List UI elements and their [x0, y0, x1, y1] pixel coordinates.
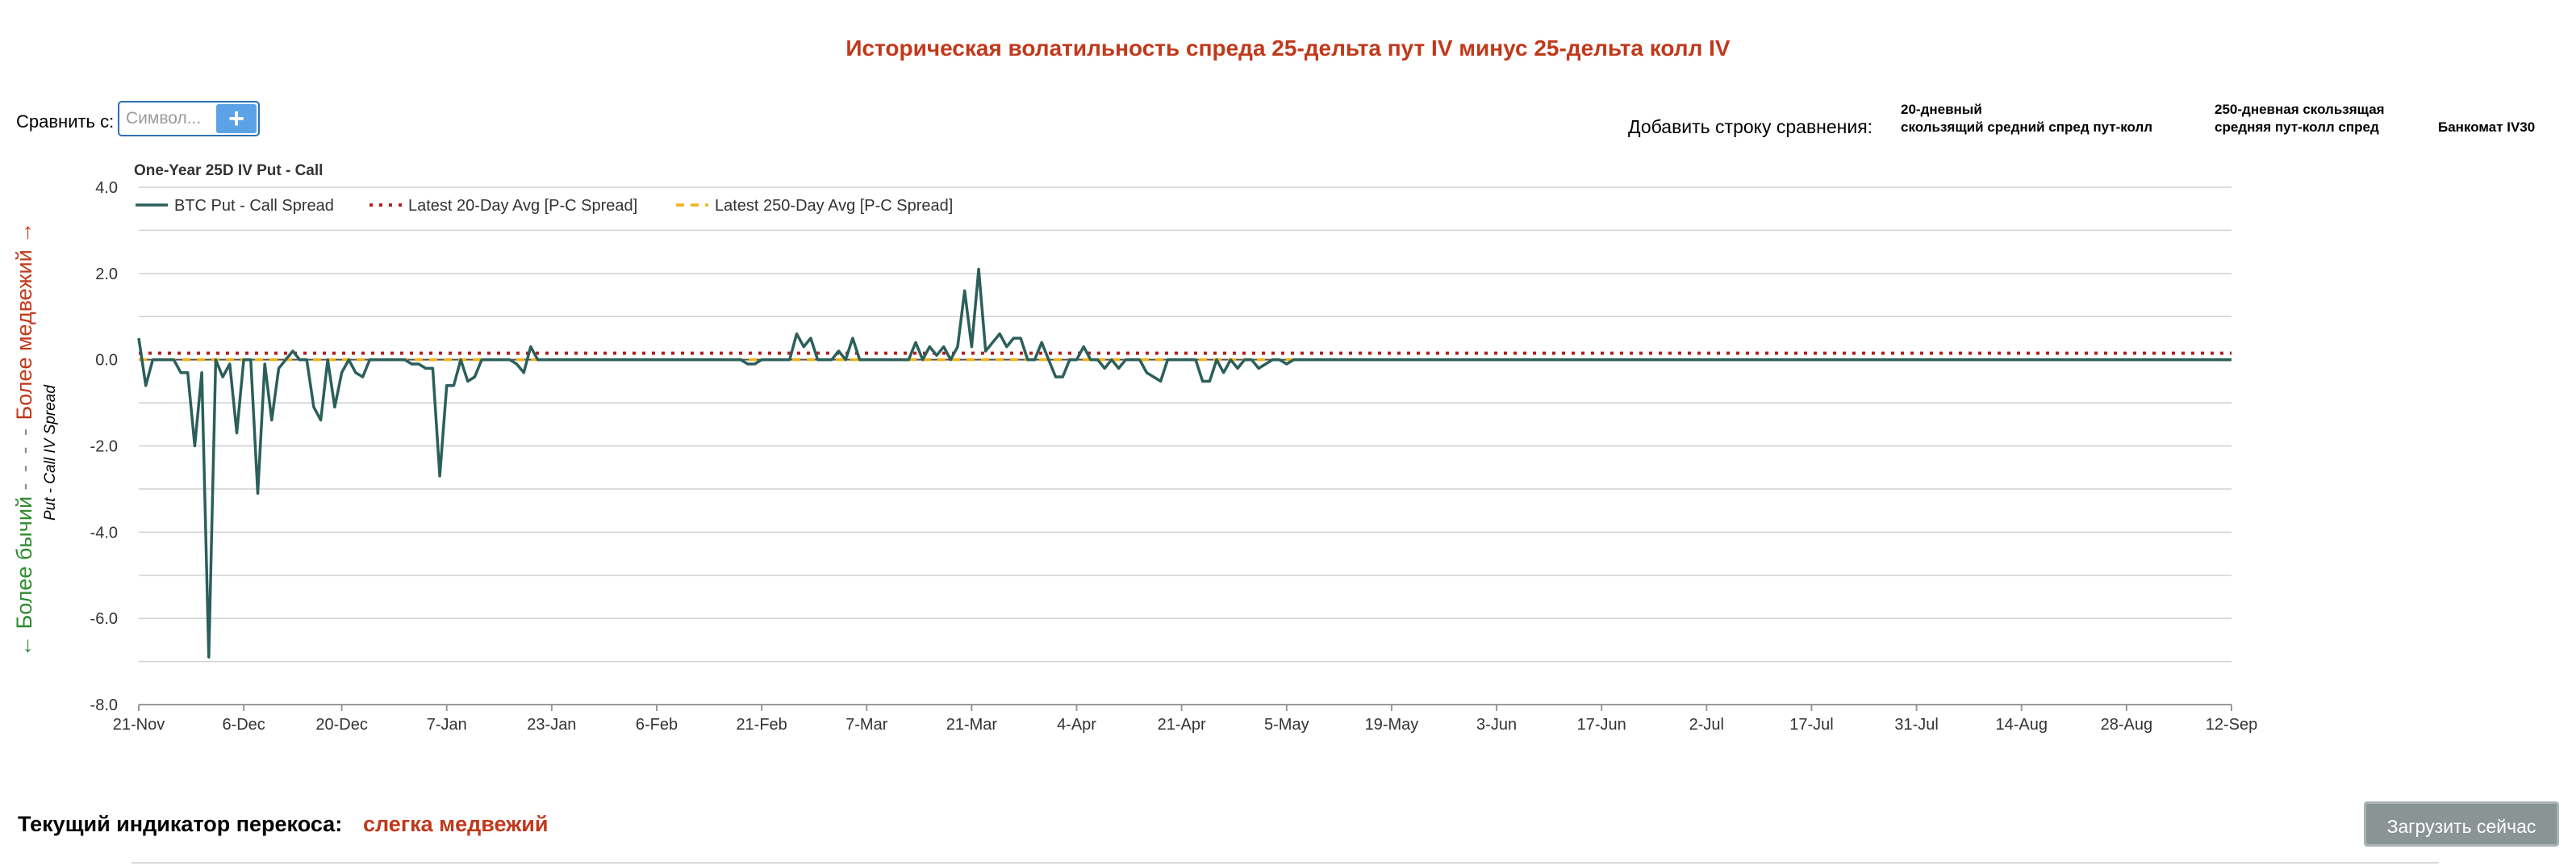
chart-gridlines: [139, 186, 2232, 705]
x-tick-label: 21-Apr: [1158, 716, 1206, 734]
x-tick-label: 5-May: [1264, 716, 1309, 734]
x-tick-label: 17-Jun: [1577, 716, 1626, 734]
y-axis-ticks: 4.0 2.0 0.0 -2.0 -4.0 -6.0 -8.0: [90, 179, 118, 714]
y-tick-label: 0.0: [95, 352, 118, 370]
chart-lines: [137, 267, 2232, 659]
x-tick-label: 21-Mar: [946, 716, 998, 734]
x-tick-label: 23-Jan: [527, 716, 576, 734]
x-tick-label: 4-Apr: [1057, 716, 1096, 734]
compare-option-line: 20-дневный: [1901, 102, 1982, 117]
legend-series-label: BTC Put - Call Spread: [174, 197, 334, 215]
y-tick-label: 4.0: [95, 179, 118, 197]
y-tick-label: -4.0: [90, 524, 118, 542]
x-tick-label: 31-Jul: [1894, 716, 1938, 734]
x-tick-label: 6-Dec: [222, 716, 265, 734]
compare-option-line: Банкомат IV30: [2438, 119, 2536, 135]
x-tick-label: 28-Aug: [2101, 716, 2153, 734]
x-tick-label: 7-Jan: [427, 716, 467, 734]
load-now-button[interactable]: Загрузить сейчас: [2364, 801, 2559, 847]
compare-label: Сравнить с:: [16, 111, 115, 132]
x-tick-label: 19-May: [1365, 716, 1419, 734]
put-call-spread-chart: One-Year 25D IV Put - Call 4.0 2.0 0.0 -2.0…: [90, 162, 2258, 734]
x-tick-label: 6-Feb: [636, 716, 678, 734]
compare-option-20day-avg[interactable]: 20-дневный скользящий средний спред пут-…: [1901, 101, 2152, 136]
x-tick-label: 21-Feb: [736, 716, 787, 734]
spread-series-line: [137, 267, 2232, 659]
legend-avg-250-day-label: Latest 250-Day Avg [P-C Spread]: [715, 197, 953, 215]
compare-symbol-input[interactable]: [119, 102, 223, 135]
y-tick-label: -2.0: [90, 438, 118, 456]
compare-add-button[interactable]: +: [216, 104, 257, 133]
x-axis-ticks: 21-Nov 6-Dec 20-Dec 7-Jan 23-Jan 6-Feb 21-Feb 7…: [113, 705, 2257, 734]
y-tick-label: 2.0: [95, 266, 118, 283]
compare-symbol-box: +: [118, 101, 260, 136]
compare-option-line: 250-дневная скользящая: [2215, 102, 2385, 117]
skew-indicator-value: слегка медвежий: [363, 812, 549, 836]
chart-legend[interactable]: BTC Put - Call Spread Latest 20-Day Avg […: [136, 197, 953, 215]
x-tick-label: 17-Jul: [1789, 716, 1833, 734]
bottom-divider: [132, 862, 2439, 864]
compare-option-atm-iv30[interactable]: Банкомат IV30: [2438, 119, 2535, 136]
skew-indicator-label: Текущий индикатор перекоса:: [18, 812, 343, 836]
x-tick-label: 7-Mar: [845, 716, 888, 734]
compare-option-line: средняя пут-колл спред: [2215, 119, 2379, 135]
compare-option-250day-avg[interactable]: 250-дневная скользящая средняя пут-колл …: [2215, 101, 2385, 136]
y-tick-label: -6.0: [90, 610, 118, 628]
x-tick-label: 20-Dec: [315, 716, 367, 734]
x-tick-label: 14-Aug: [1995, 716, 2048, 734]
y-tick-label: -8.0: [90, 697, 118, 714]
x-tick-label: 2-Jul: [1689, 716, 1724, 734]
x-tick-label: 12-Sep: [2206, 716, 2258, 734]
chart-subtitle: One-Year 25D IV Put - Call: [134, 162, 323, 179]
legend-avg-20-day-label: Latest 20-Day Avg [P-C Spread]: [408, 197, 637, 215]
add-comparison-row-label: Добавить строку сравнения:: [1628, 116, 1873, 137]
x-tick-label: 21-Nov: [113, 716, 165, 734]
page-title: Историческая волатильность спреда 25-дел…: [845, 36, 1731, 61]
x-tick-label: 3-Jun: [1476, 716, 1517, 734]
compare-option-line: скользящий средний спред пут-колл: [1901, 119, 2153, 135]
